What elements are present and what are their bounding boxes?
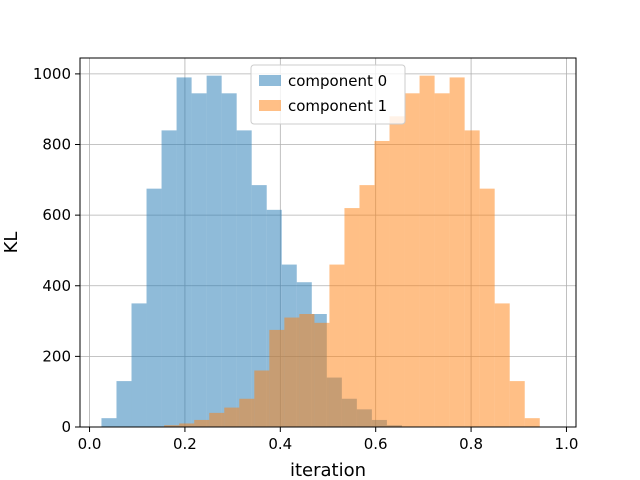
bar-s1-16: [404, 93, 420, 427]
bar-s1-4: [224, 407, 240, 427]
x-tick-label-1: 0.2: [173, 435, 197, 453]
bar-s1-15: [389, 116, 405, 428]
bar-s0-5: [176, 77, 192, 427]
bar-s1-2: [194, 419, 210, 427]
x-tick-label-2: 0.4: [268, 435, 292, 453]
legend-label-0: component 0: [288, 72, 387, 90]
y-tick-label-2: 400: [42, 277, 71, 295]
legend: component 0 component 1: [250, 64, 406, 125]
legend-box: [250, 64, 406, 125]
bar-s0-4: [161, 130, 177, 427]
bar-s1-11: [329, 264, 345, 427]
x-tick-label-5: 1.0: [555, 435, 579, 453]
x-tick-label-4: 0.8: [459, 435, 483, 453]
bar-s0-6: [191, 93, 207, 427]
y-tick-label-5: 1000: [33, 65, 71, 83]
bar-s1-17: [419, 75, 435, 427]
bar-s1-18: [434, 93, 450, 427]
bar-s1-14: [374, 140, 390, 427]
bar-s1-5: [239, 398, 255, 427]
bar-s1-7: [269, 329, 285, 427]
bar-s1-23: [509, 381, 525, 427]
bar-s1-0: [164, 425, 180, 427]
plot-frame: [79, 57, 577, 428]
bar-s1-20: [464, 130, 480, 427]
bar-s1-10: [314, 322, 330, 427]
bar-s0-10: [251, 185, 267, 427]
bar-s1-22: [494, 303, 510, 427]
bar-s1-21: [479, 188, 495, 427]
bar-s1-1: [179, 423, 195, 427]
bar-s1-8: [284, 317, 300, 427]
x-axis-label: iteration: [290, 460, 366, 480]
bar-s1-6: [254, 370, 270, 427]
bar-s1-12: [344, 208, 360, 427]
y-axis-label: KL: [1, 232, 22, 254]
bar-s0-1: [116, 381, 132, 427]
legend-label-1: component 1: [288, 97, 387, 115]
series-1-bars: [164, 75, 540, 428]
bar-s0-3: [146, 188, 162, 427]
histogram-bars: [101, 75, 540, 428]
bar-s0-9: [236, 130, 252, 427]
bar-s0-7: [206, 75, 222, 427]
bar-s1-24: [524, 418, 540, 427]
legend-swatch-0: [259, 75, 281, 86]
y-tick-label-3: 600: [42, 206, 71, 224]
y-tick-label-4: 800: [42, 136, 71, 154]
bar-s1-13: [359, 185, 375, 427]
x-tick-label-0: 0.0: [78, 435, 102, 453]
bar-s0-8: [221, 93, 237, 427]
y-tick-label-0: 0: [61, 418, 71, 436]
legend-swatch-1: [259, 100, 281, 111]
bar-s1-3: [209, 412, 225, 427]
bar-s0-2: [131, 303, 147, 427]
bar-s1-9: [299, 314, 315, 427]
x-tick-label-3: 0.6: [364, 435, 388, 453]
y-tick-label-1: 200: [42, 347, 71, 365]
bar-s0-0: [101, 418, 117, 427]
bar-s1-19: [449, 77, 465, 427]
axis-ticks: 0.0 0.2 0.4 0.6 0.8 1.0 0 200 400 600 800 1000: [33, 65, 579, 453]
